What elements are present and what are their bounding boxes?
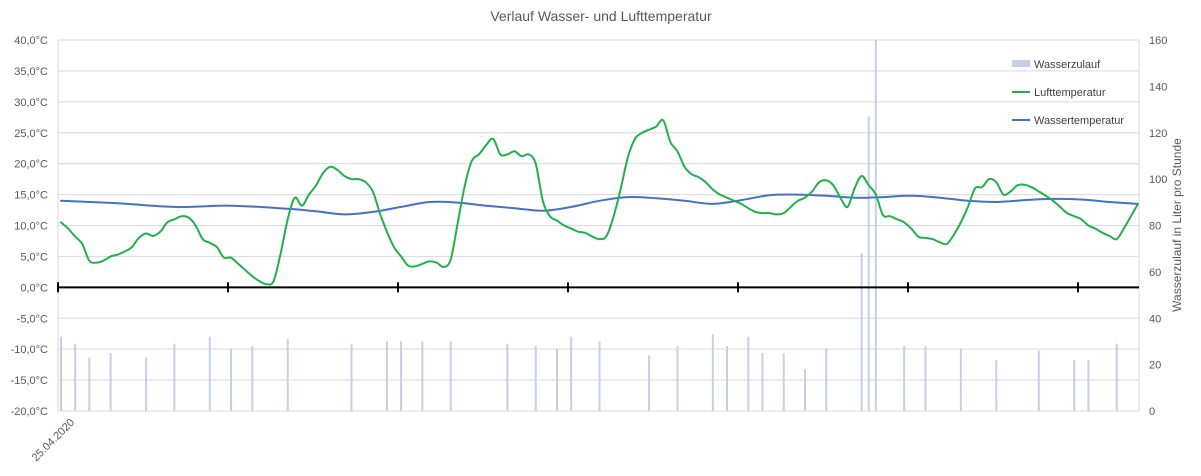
wasserzulauf-bar [959,348,962,411]
left-tick-label: -10,0°C [11,344,48,356]
right-tick-label: 0 [1149,406,1155,418]
right-tick-label: 160 [1149,35,1167,47]
wasserzulauf-bar [286,339,289,411]
wasserzulauf-bar [74,343,77,411]
wasserzulauf-bar [903,346,906,411]
legend-label: Wasserzulauf [1034,59,1101,71]
wasserzulauf-bar [385,341,388,411]
wasserzulauf-bar [506,343,509,411]
wasserzulauf-bar [421,341,424,411]
wasserzulauf-bar [1087,359,1090,411]
wasserzulauf-bar [803,369,806,411]
chart-title: Verlauf Wasser- und Lufttemperatur [490,8,712,24]
wasserzulauf-bar [648,355,651,411]
wasserzulauf-bar [109,353,112,411]
left-axis-tick-labels: -20,0°C -15,0°C -10,0°C -5,0°C 0,0°C 5,0°C 10,… [11,35,48,418]
x-axis-start-label: 25.04.2020 [30,417,77,464]
wasserzulauf-bar [251,346,254,411]
zero-axis [57,282,1139,293]
right-tick-label: 40 [1149,313,1161,325]
right-axis-title: Wasserzulauf in Liter pro Stunde [1170,138,1184,312]
wasserzulauf-bar [145,357,148,411]
left-tick-label: -5,0°C [17,313,48,325]
left-tick-label: 15,0°C [14,190,48,202]
left-tick-label: -20,0°C [11,406,48,418]
left-tick-label: 5,0°C [20,251,48,263]
legend-label: Lufttemperatur [1034,87,1106,99]
left-tick-label: 0,0°C [20,282,48,294]
wasserzulauf-bar [924,346,927,411]
legend-label: Wassertemperatur [1034,115,1124,127]
grid-lines [57,39,1140,412]
wasserzulauf-bars [60,40,1118,412]
wasserzulauf-bar [449,341,452,411]
left-tick-label: 10,0°C [14,221,48,233]
wasserzulauf-bar [230,348,233,411]
wasserzulauf-bar [350,343,353,411]
wasserzulauf-bar [711,334,714,411]
wasserzulauf-bar [570,336,573,411]
wasserzulauf-bar [1037,350,1040,411]
left-tick-label: 40,0°C [14,35,48,47]
wasserzulauf-bar [860,253,863,411]
wasserzulauf-bar [1115,343,1118,411]
wasserzulauf-bar [60,336,62,411]
wasserzulauf-bar [400,341,403,411]
right-tick-label: 60 [1149,267,1161,279]
left-tick-label: 20,0°C [14,159,48,171]
wasserzulauf-bar [995,359,998,411]
temperature-lines [60,118,1139,286]
left-tick-label: -15,0°C [11,375,48,387]
left-tick-label: 30,0°C [14,97,48,109]
wasserzulauf-bar [747,336,750,411]
chart-legend: Wasserzulauf Lufttemperatur Wassertemperat… [1012,59,1124,127]
right-tick-label: 100 [1149,174,1167,186]
wasserzulauf-bar [534,346,537,411]
right-tick-label: 20 [1149,360,1161,372]
left-tick-label: 35,0°C [14,66,48,78]
wasserzulauf-bar [782,353,785,411]
wasserzulauf-bar [555,348,558,411]
left-tick-label: 25,0°C [14,128,48,140]
wasserzulauf-bar [867,116,870,412]
wasserzulauf-bar [88,357,91,411]
right-tick-label: 80 [1149,221,1161,233]
wasserzulauf-bar [676,346,679,411]
lufttemperatur-line [60,118,1139,286]
wasserzulauf-bar [825,348,828,411]
wasserzulauf-bar [1073,359,1076,411]
wasserzulauf-bar [761,353,764,411]
wasserzulauf-bar [598,341,601,411]
right-axis-tick-labels: 0 20 40 60 80 100 120 140 160 [1149,35,1167,418]
wasserzulauf-bar [173,343,176,411]
right-tick-label: 140 [1149,81,1167,93]
wasserzulauf-bar [726,346,729,411]
wassertemperatur-line [60,193,1139,216]
wasserzulauf-bar [874,40,877,411]
legend-swatch [1012,60,1030,67]
right-tick-label: 120 [1149,128,1167,140]
wasserzulauf-bar [208,336,211,411]
